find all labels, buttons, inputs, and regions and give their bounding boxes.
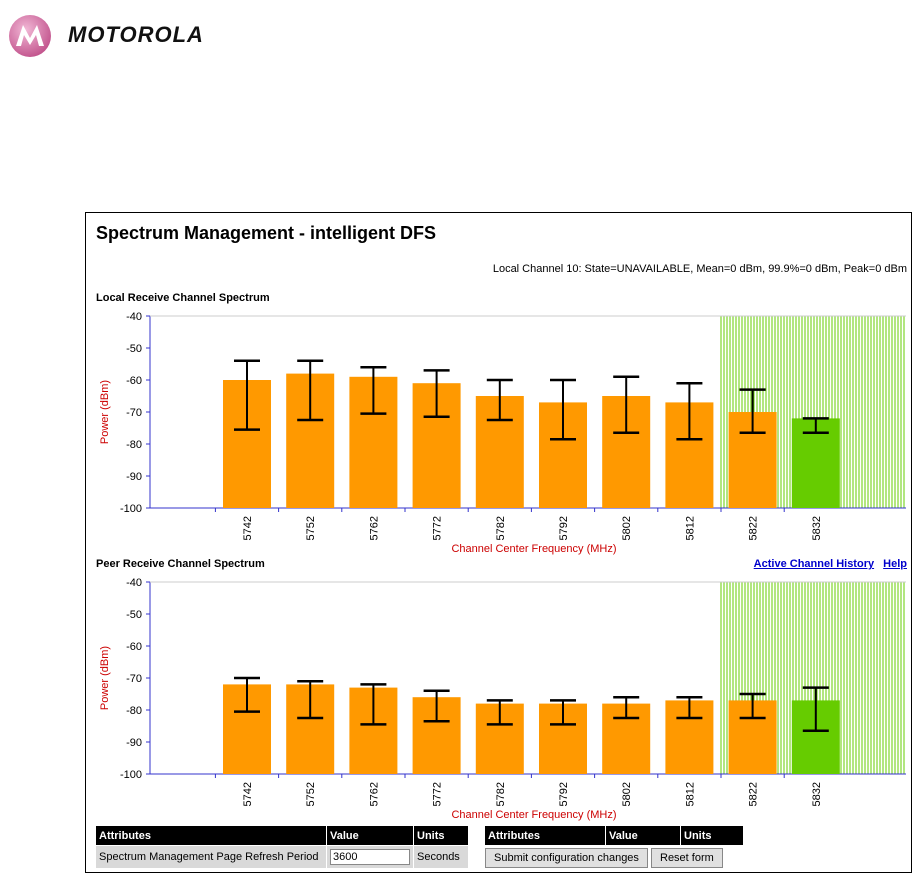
- error-bar-5832: [802, 417, 829, 435]
- error-bar-5782: [486, 378, 513, 422]
- error-bar-5762: [360, 683, 387, 726]
- units-header-2: Units: [680, 825, 744, 846]
- x-tick-label-5772: 5772: [432, 782, 444, 806]
- x-tick-label-5752: 5752: [305, 782, 317, 806]
- x-tick-label-5782: 5782: [495, 782, 507, 806]
- error-bar-5802: [613, 695, 640, 720]
- peer-spectrum-chart: -40 -50 -60 -70 -80 -90 -100 5742 5752 5762 5772 57…: [99, 577, 906, 821]
- motorola-logo: MOTOROLA: [0, 0, 265, 66]
- x-tick-label-5762: 5762: [368, 782, 380, 806]
- page-title: Spectrum Management - intelligent DFS: [96, 223, 437, 243]
- submit-configuration-button[interactable]: Submit configuration changes: [485, 848, 648, 868]
- y-tick-label: -80: [126, 705, 142, 717]
- x-tick-label-5822: 5822: [748, 782, 760, 806]
- y-tick-label: -40: [126, 577, 142, 589]
- y-tick-label: -40: [126, 311, 142, 323]
- local-spectrum-chart: -40 -50 -60 -70 -80 -90 -100 5742 5752 5762 5772 57…: [99, 311, 906, 555]
- x-tick-label-5752: 5752: [305, 516, 317, 540]
- help-links: Active Channel History Help: [748, 558, 907, 570]
- error-bar-5812: [676, 695, 703, 720]
- error-bar-5822: [739, 692, 766, 720]
- y-tick-label: -60: [126, 641, 142, 653]
- y-tick-label: -80: [126, 439, 142, 451]
- y-tick-label: -70: [126, 407, 142, 419]
- y-tick-label: -50: [126, 609, 142, 621]
- y-axis-title: Power (dBm): [99, 380, 111, 444]
- spectrum-management-panel: Spectrum Management - intelligent DFS Lo…: [85, 212, 912, 873]
- y-tick-label: -100: [120, 503, 142, 515]
- x-tick-label-5832: 5832: [811, 782, 823, 806]
- x-tick-label-5832: 5832: [811, 516, 823, 540]
- y-tick-label: -50: [126, 343, 142, 355]
- error-bar-5822: [739, 388, 766, 435]
- error-bar-5762: [360, 365, 387, 415]
- error-bar-5742: [234, 676, 260, 713]
- error-bar-5772: [423, 369, 450, 419]
- error-bar-5782: [486, 699, 513, 726]
- help-link[interactable]: Help: [883, 558, 907, 570]
- brand-name: MOTOROLA: [68, 22, 204, 47]
- y-axis-title: Power (dBm): [99, 646, 111, 710]
- x-tick-label-5742: 5742: [242, 516, 254, 540]
- refresh-settings-table: Attributes Value Units Spectrum Manageme…: [95, 825, 469, 869]
- y-tick-label: -100: [120, 769, 142, 781]
- x-tick-label-5812: 5812: [684, 782, 696, 806]
- error-bar-5752: [297, 679, 324, 720]
- x-tick-label-5802: 5802: [621, 782, 633, 806]
- value-header: Value: [326, 825, 414, 846]
- y-tick-label: -70: [126, 673, 142, 685]
- peer-section-title: Peer Receive Channel Spectrum: [96, 558, 265, 570]
- x-axis-title: Channel Center Frequency (MHz): [451, 543, 616, 555]
- local-section-title: Local Receive Channel Spectrum: [96, 292, 270, 304]
- x-axis-title: Channel Center Frequency (MHz): [451, 809, 616, 821]
- error-bar-5832: [802, 686, 829, 733]
- actions-row: Submit configuration changes Reset form: [484, 845, 744, 871]
- refresh-period-label: Spectrum Management Page Refresh Period: [95, 845, 327, 869]
- config-actions-table: Attributes Value Units Submit configurat…: [484, 825, 744, 871]
- error-bar-5752: [297, 359, 324, 422]
- x-tick-label-5812: 5812: [684, 516, 696, 540]
- error-bar-5802: [613, 375, 640, 435]
- y-tick-label: -60: [126, 375, 142, 387]
- x-tick-label-5822: 5822: [748, 516, 760, 540]
- refresh-period-cell: [326, 845, 414, 869]
- error-bar-5772: [423, 689, 450, 723]
- x-tick-label-5762: 5762: [368, 516, 380, 540]
- attributes-header: Attributes: [95, 825, 327, 846]
- x-tick-label-5802: 5802: [621, 516, 633, 540]
- reset-form-button[interactable]: Reset form: [651, 848, 723, 868]
- error-bar-5812: [676, 381, 703, 441]
- motorola-batwing-icon: [9, 15, 51, 57]
- y-tick-label: -90: [126, 471, 142, 483]
- refresh-period-units: Seconds: [413, 845, 469, 869]
- x-tick-label-5782: 5782: [495, 516, 507, 540]
- error-bar-5792: [550, 699, 576, 726]
- channel-status-text: Local Channel 10: State=UNAVAILABLE, Mea…: [492, 263, 907, 275]
- attributes-header-2: Attributes: [484, 825, 606, 846]
- y-tick-label: -90: [126, 737, 142, 749]
- error-bar-5792: [550, 378, 576, 441]
- x-tick-label-5772: 5772: [432, 516, 444, 540]
- refresh-period-input[interactable]: [330, 849, 410, 865]
- x-tick-label-5792: 5792: [558, 516, 570, 540]
- x-tick-label-5742: 5742: [242, 782, 254, 806]
- active-channel-history-link[interactable]: Active Channel History: [753, 558, 875, 570]
- units-header: Units: [413, 825, 469, 846]
- value-header-2: Value: [605, 825, 681, 846]
- x-tick-label-5792: 5792: [558, 782, 570, 806]
- error-bar-5742: [234, 359, 260, 431]
